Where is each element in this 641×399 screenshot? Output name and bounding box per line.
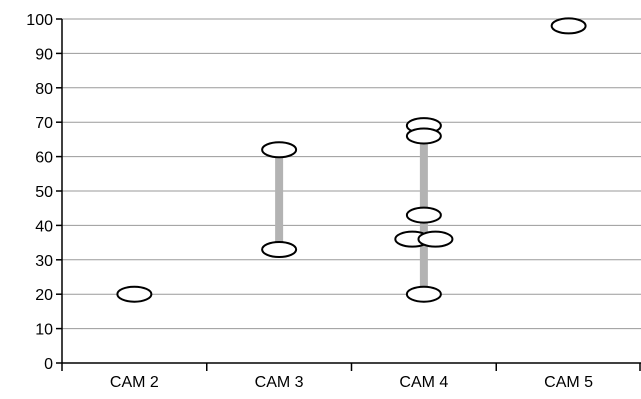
- y-tick-label-10: 10: [35, 322, 53, 339]
- x-tick-labels: CAM 2 CAM 3 CAM 4 CAM 5: [110, 374, 593, 391]
- data-point-cam-4-43-5: [405, 206, 442, 224]
- y-tick-label-90: 90: [35, 46, 53, 63]
- data-point-cam-2-20-0: [116, 285, 153, 303]
- axis-layer: [56, 18, 641, 371]
- x-tick-label-cam-5: CAM 5: [544, 374, 593, 391]
- point-layer: [116, 17, 587, 303]
- data-point-cam-4-66-4: [405, 127, 442, 145]
- y-tick-label-30: 30: [35, 253, 53, 270]
- y-tick-label-0: 0: [44, 356, 53, 373]
- x-tick-label-cam-2: CAM 2: [110, 374, 159, 391]
- data-point-cam-3-62-1: [261, 141, 298, 159]
- y-tick-labels: 0 10 20 30 40 50 60 70 80 90 100: [26, 12, 53, 373]
- y-tick-label-50: 50: [35, 184, 53, 201]
- data-point-cam-4-20-8: [405, 285, 442, 303]
- y-tick-label-100: 100: [26, 12, 53, 29]
- x-tick-label-cam-3: CAM 3: [255, 374, 304, 391]
- data-point-cam-5-98-9: [550, 17, 587, 35]
- y-tick-label-20: 20: [35, 287, 53, 304]
- y-tick-label-80: 80: [35, 81, 53, 98]
- y-tick-label-70: 70: [35, 115, 53, 132]
- x-tick-label-cam-4: CAM 4: [399, 374, 448, 391]
- y-tick-label-40: 40: [35, 218, 53, 235]
- data-point-cam-4-36-7: [417, 230, 454, 248]
- y-tick-label-60: 60: [35, 150, 53, 167]
- data-point-cam-3-33-2: [261, 240, 298, 258]
- range-layer: [275, 135, 428, 295]
- grid-layer: [62, 18, 641, 330]
